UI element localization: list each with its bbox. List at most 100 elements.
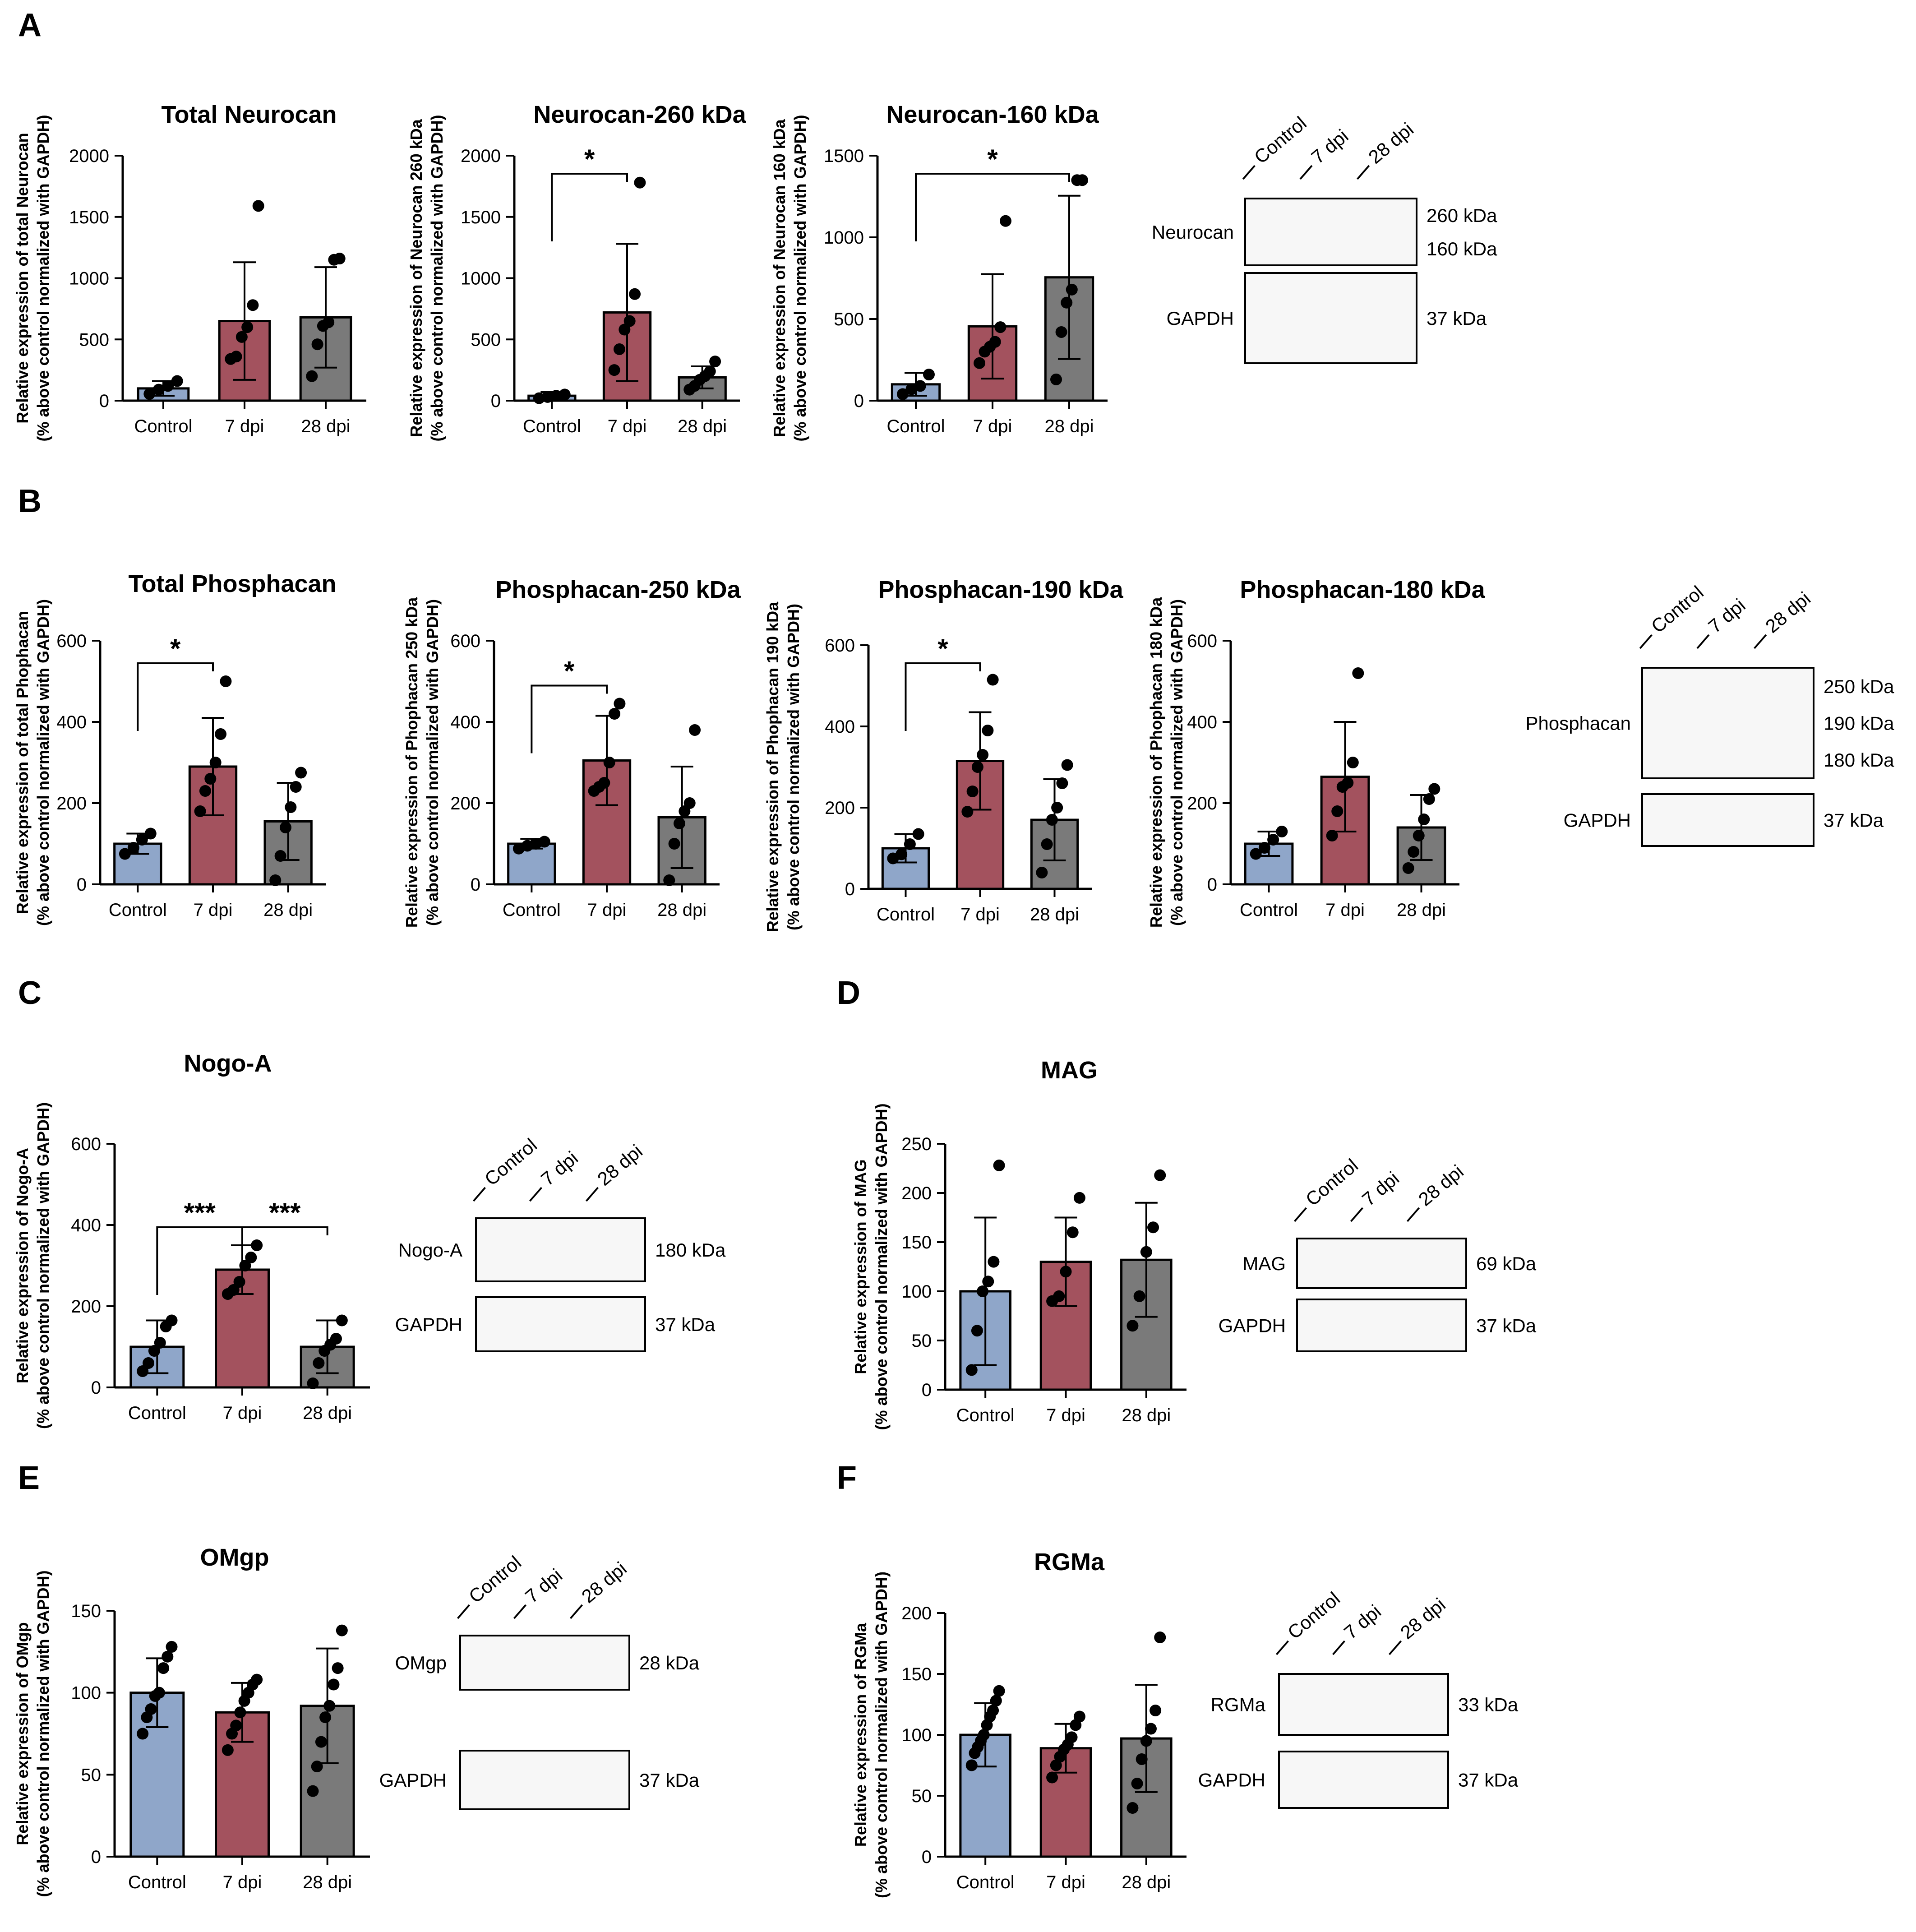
x-tick-label: Control (128, 1403, 186, 1423)
x-tick-label: 28 dpi (657, 900, 706, 920)
data-point (1136, 1753, 1148, 1765)
molecular-weight-label: 180 kDa (655, 1239, 726, 1261)
data-point (209, 757, 222, 768)
blot-frame (1278, 1673, 1449, 1736)
data-point (1408, 846, 1420, 858)
y-tick-label: 100 (901, 1725, 932, 1745)
significance-marker: *** (269, 1197, 301, 1228)
data-point (222, 1744, 234, 1756)
y-axis-label: Relative expression of Neurocan 160 kDa (770, 119, 789, 437)
data-point (897, 388, 909, 400)
lane-tick (1696, 634, 1710, 649)
data-point (965, 1759, 978, 1771)
y-tick-label: 1000 (824, 228, 864, 248)
data-point (137, 1728, 149, 1740)
y-tick-label: 500 (79, 330, 109, 350)
y-tick-label: 400 (450, 712, 480, 732)
y-axis-label: Relative expression of total Phophacan (13, 611, 32, 914)
y-axis-label: (% above control normalized with GAPDH) (791, 115, 809, 441)
data-point (614, 698, 626, 710)
lane-tick (1754, 634, 1767, 649)
x-tick-label: 28 dpi (263, 900, 313, 920)
chart-a1: Total Neurocan Relative expression of tot… (13, 101, 366, 442)
chart-title: Phosphacan-250 kDa (495, 576, 741, 603)
data-point (148, 1345, 160, 1357)
y-tick-label: 0 (91, 1378, 101, 1398)
x-tick-label: 28 dpi (303, 1872, 352, 1892)
data-point (987, 1705, 999, 1716)
data-point (1066, 1226, 1079, 1239)
chart-title: MAG (1041, 1057, 1098, 1084)
data-point (251, 1673, 263, 1686)
data-point (323, 316, 335, 328)
chart-a3: Neurocan-160 kDa Relative expression of N… (770, 101, 1108, 442)
lane-tick (1639, 634, 1653, 649)
y-tick-label: 100 (71, 1683, 101, 1703)
data-point (336, 1314, 348, 1327)
x-tick-label: 7 dpi (973, 416, 1012, 436)
blot-frame (1641, 667, 1814, 779)
y-tick-label: 0 (471, 875, 480, 895)
data-point (194, 805, 206, 817)
y-tick-label: 1500 (824, 146, 864, 166)
data-point (328, 1678, 340, 1691)
y-tick-label: 250 (901, 1134, 932, 1154)
lane-tick (472, 1187, 486, 1202)
y-tick-label: 600 (56, 631, 87, 651)
x-tick-label: 28 dpi (1045, 416, 1094, 436)
data-point (619, 324, 631, 336)
blot-frame (1296, 1299, 1467, 1352)
y-tick-label: 500 (834, 310, 864, 329)
y-tick-label: 400 (56, 712, 87, 732)
data-point (247, 299, 259, 311)
molecular-weight-label: 250 kDa (1824, 676, 1894, 697)
y-axis-label: Relative expression of Phophacan 180 kDa (1147, 597, 1165, 928)
y-axis-label: (% above control normalized with GAPDH) (34, 1570, 52, 1897)
data-point (1060, 1266, 1072, 1278)
lane-tick (1293, 1207, 1307, 1222)
lane-label: Control (465, 1552, 525, 1607)
data-point (1050, 373, 1062, 385)
y-tick-label: 0 (1207, 875, 1217, 895)
data-point (1342, 777, 1354, 789)
x-tick-label: 28 dpi (1122, 1872, 1171, 1892)
significance-marker: * (584, 144, 595, 174)
x-tick-label: Control (956, 1872, 1015, 1892)
blot-frame (1296, 1238, 1467, 1289)
data-point (252, 200, 264, 212)
data-point (1041, 838, 1053, 850)
y-axis-label: (% above control normalized with GAPDH) (872, 1571, 891, 1898)
data-point (332, 1662, 344, 1674)
data-point (313, 1357, 325, 1369)
chart-title: Total Phosphacan (128, 570, 336, 597)
data-point (1413, 830, 1425, 841)
data-point (1276, 826, 1288, 837)
data-point (1127, 1320, 1139, 1332)
significance-bracket (915, 173, 1070, 241)
significance-bracket (137, 662, 214, 731)
data-point (993, 1159, 1005, 1171)
lane-tick (529, 1187, 543, 1202)
molecular-weight-label: 28 kDa (639, 1652, 700, 1673)
y-tick-label: 100 (901, 1282, 932, 1302)
y-tick-label: 200 (1187, 794, 1217, 813)
panel-letter-F: F (837, 1460, 857, 1496)
data-point (166, 1314, 178, 1327)
x-tick-label: 7 dpi (225, 416, 264, 436)
data-point (538, 836, 550, 848)
y-tick-label: 0 (99, 391, 109, 411)
data-point (245, 1252, 257, 1263)
data-point (251, 1239, 263, 1251)
data-point (154, 1337, 166, 1349)
y-axis-label: (% above control normalized with GAPDH) (34, 599, 52, 926)
lane-label: 28 dpi (593, 1140, 646, 1190)
y-tick-label: 200 (825, 798, 855, 818)
data-point (904, 838, 916, 850)
lane-label: 7 dpi (1358, 1167, 1403, 1210)
y-tick-label: 0 (922, 1847, 932, 1867)
y-axis-label: Relative expression of RGMa (851, 1622, 870, 1847)
y-tick-label: 600 (450, 631, 480, 651)
data-point (199, 785, 211, 797)
